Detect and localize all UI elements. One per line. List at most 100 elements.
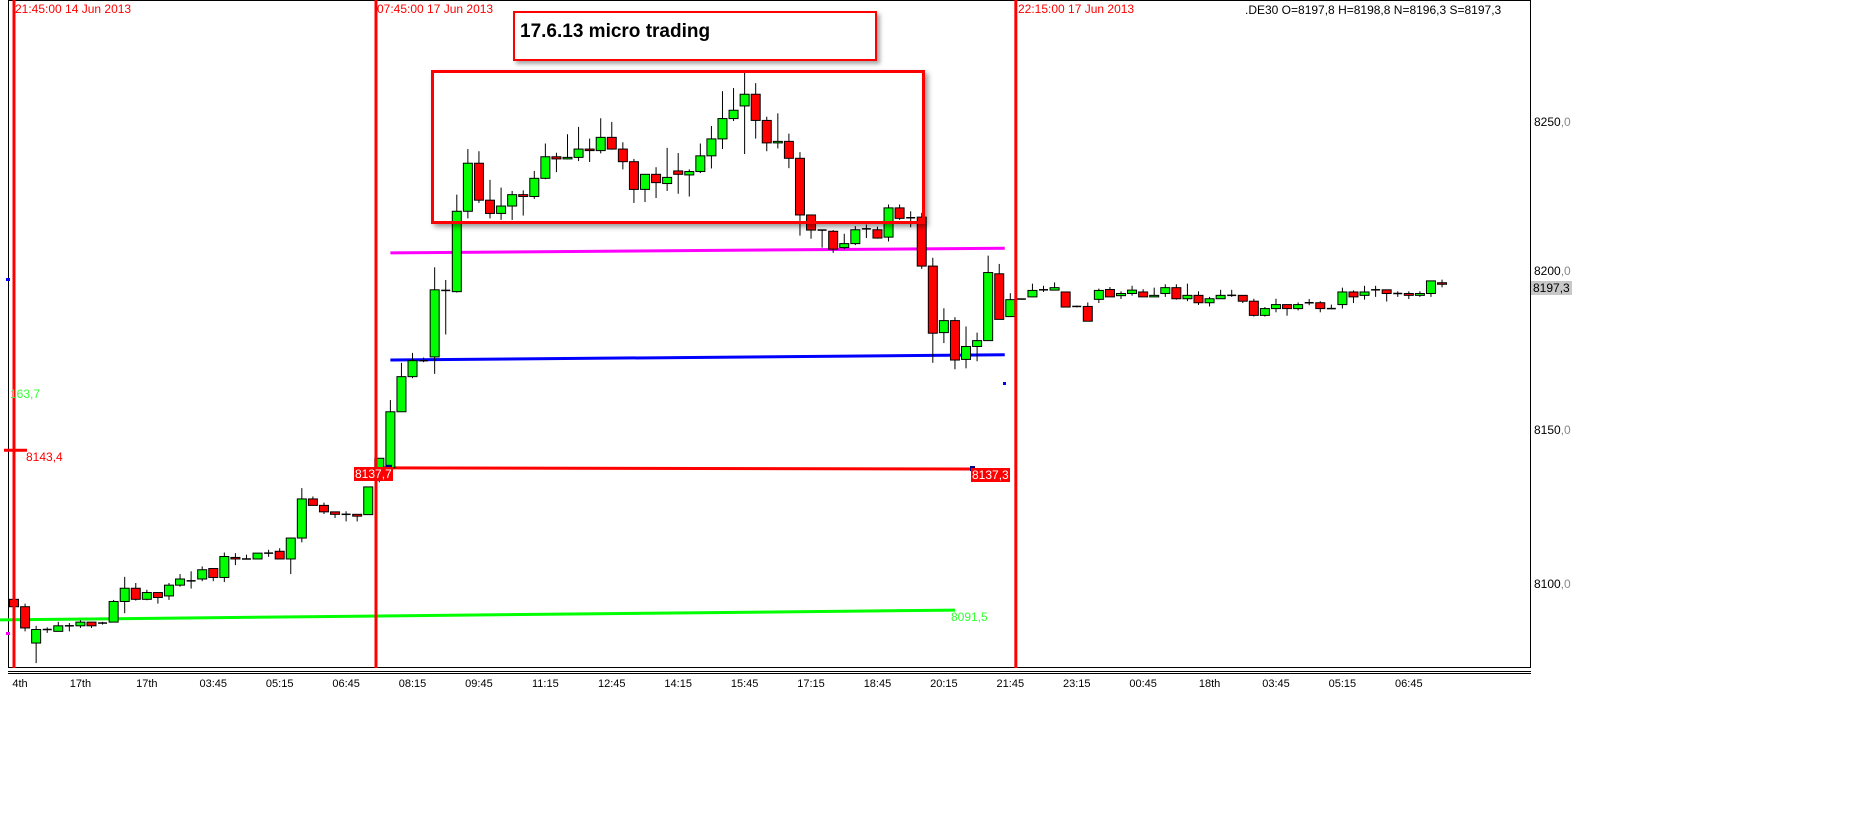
candle-body-down [1381, 289, 1392, 295]
candle-body-up [1414, 293, 1425, 296]
candle-body-up [562, 156, 573, 160]
candle-body-up [839, 243, 850, 249]
candle [119, 576, 130, 614]
candle-body-up [1116, 293, 1126, 297]
candle-body-up [31, 629, 42, 644]
candle-body-up [1425, 280, 1436, 295]
candle [673, 153, 684, 194]
candle-body-down [949, 320, 960, 361]
candle [274, 548, 285, 560]
x-tick-label: 20:15 [930, 678, 958, 690]
candle-body-up [739, 93, 750, 107]
candle-body-up [639, 173, 650, 190]
x-tick-label: 08:15 [398, 678, 427, 690]
candle [285, 537, 296, 575]
candle [872, 226, 883, 239]
candle-body-down [473, 162, 484, 201]
candle-body-up [706, 138, 717, 157]
candle-body-down [1138, 291, 1149, 298]
candle-body-down [761, 119, 772, 144]
x-tick-label: 09:45 [465, 678, 493, 690]
candle-body-down [1248, 300, 1259, 316]
x-tick-label: 4th [12, 678, 28, 690]
candle [1039, 285, 1049, 292]
candle-body-up [573, 148, 584, 158]
candle [307, 496, 318, 506]
x-tick-label: 05:15 [1328, 678, 1357, 690]
candle-body-up [1259, 308, 1270, 316]
title-box [513, 11, 877, 61]
candle [1060, 291, 1071, 308]
candle [684, 169, 695, 197]
candle [1160, 284, 1171, 297]
y-tick-8250: 8250,0 [1534, 115, 1571, 129]
x-tick-label: 05:15 [265, 678, 294, 690]
candle [1393, 291, 1403, 297]
chart-annotation-title: 17.6.13 micro trading [520, 21, 711, 42]
candle [1182, 283, 1193, 302]
x-tick-label: 00:45 [1129, 678, 1157, 690]
candle [1127, 285, 1138, 296]
candle [108, 599, 119, 623]
candle-body-up [1049, 287, 1060, 291]
candle-body-down [330, 511, 341, 515]
candle-body-up [429, 289, 440, 358]
candle [219, 552, 230, 583]
candle [739, 72, 750, 154]
candle-body-down [318, 504, 329, 513]
candle [141, 589, 152, 601]
candle-body-down [994, 273, 1005, 320]
candle [1304, 299, 1314, 306]
x-tick-label: 17:15 [797, 678, 825, 690]
level-line-1 [379, 466, 972, 471]
candle [1337, 287, 1348, 309]
candle-body-down [794, 157, 805, 216]
x-tick-label: 11:15 [532, 678, 559, 690]
candle-body-down [208, 568, 219, 578]
candle [1027, 283, 1038, 298]
candle [1237, 294, 1248, 304]
candle-body-down [1104, 288, 1115, 298]
candle-body-up [972, 340, 983, 347]
candle [1149, 287, 1160, 298]
candle-body-up [595, 136, 606, 152]
candle [1104, 287, 1115, 298]
candle-body-up [1359, 291, 1370, 296]
candle [1326, 304, 1336, 310]
candle [639, 173, 650, 203]
candle-body-up [961, 345, 972, 360]
candle [407, 352, 418, 379]
candle [1371, 285, 1381, 297]
candle [252, 552, 263, 560]
candle [53, 621, 64, 632]
candle-body-up [385, 411, 396, 469]
candle-body-down [1082, 305, 1093, 322]
x-tick-label: 12:45 [598, 678, 626, 690]
left-marker-label: 8143,4 [26, 450, 63, 464]
x-tick-label: 06:45 [1395, 678, 1423, 690]
candle-body-up [938, 320, 949, 334]
candle [31, 625, 42, 664]
candle-body-up [75, 621, 86, 627]
candle [1215, 289, 1226, 300]
instrument-quote: .DE30 O=8197,8 H=8198,8 N=8196,3 S=8197,… [1245, 3, 1502, 17]
level-line-0 [0, 608, 955, 622]
candle [1016, 298, 1026, 300]
candle [241, 554, 251, 560]
candle [20, 603, 31, 632]
candle [130, 582, 141, 601]
candle-body-down [1060, 291, 1071, 308]
red-line-end-label: 8137,3 [971, 468, 1010, 482]
candle-body-down [584, 148, 595, 152]
candle-body-down [1193, 294, 1204, 304]
candle [186, 571, 196, 589]
candle [507, 190, 518, 220]
candle [462, 149, 473, 219]
candle [473, 151, 484, 203]
candle [264, 549, 274, 557]
candle [750, 83, 761, 139]
candle-body-down [1171, 287, 1182, 300]
candle [451, 194, 462, 293]
candle [1171, 284, 1182, 300]
candle [994, 263, 1005, 320]
